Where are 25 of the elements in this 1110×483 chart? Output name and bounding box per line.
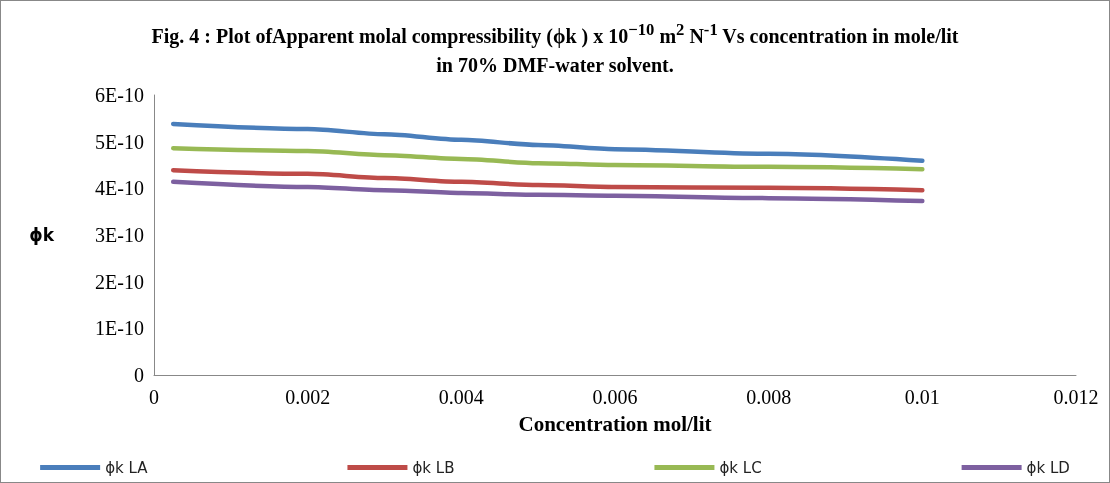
y-axis-title: ϕk bbox=[29, 225, 55, 245]
x-tick-label: 0.004 bbox=[438, 386, 484, 408]
legend-label: ϕk LC bbox=[719, 458, 762, 477]
line-series bbox=[170, 179, 925, 204]
legend-label: ϕk LA bbox=[105, 458, 149, 477]
y-tick-label: 1E-10 bbox=[95, 317, 144, 340]
legend-label: ϕk LD bbox=[1026, 458, 1070, 477]
y-tick-label: 5E-10 bbox=[95, 130, 144, 153]
y-tick-label: 6E-10 bbox=[95, 84, 144, 106]
x-tick-label: 0 bbox=[149, 386, 159, 408]
y-tick-label: 0 bbox=[134, 364, 144, 386]
x-tick-label: 0.01 bbox=[904, 386, 940, 408]
x-tick-label: 0.002 bbox=[285, 386, 331, 408]
x-tick-label: 0.012 bbox=[1053, 386, 1099, 408]
legend-label: ϕk LB bbox=[412, 458, 455, 477]
y-tick-label: 3E-10 bbox=[95, 224, 144, 246]
chart-title: Fig. 4 : Plot ofApparent molal compressibility (ϕk ) x 10$^{−10}$ m$^{2}$ N$^{-1}$ Vs concentration in mole/lit in 70% DMF-water solvent. bbox=[151, 20, 959, 76]
x-tick-label: 0.006 bbox=[592, 386, 638, 408]
y-tick-label: 2E-10 bbox=[95, 270, 144, 293]
line-series bbox=[170, 121, 925, 164]
line-series bbox=[170, 167, 925, 193]
x-axis-title: Concentration mol/lit bbox=[518, 411, 712, 436]
y-tick-label: 4E-10 bbox=[95, 177, 144, 200]
line-series bbox=[170, 145, 925, 172]
x-tick-label: 0.008 bbox=[746, 386, 792, 408]
